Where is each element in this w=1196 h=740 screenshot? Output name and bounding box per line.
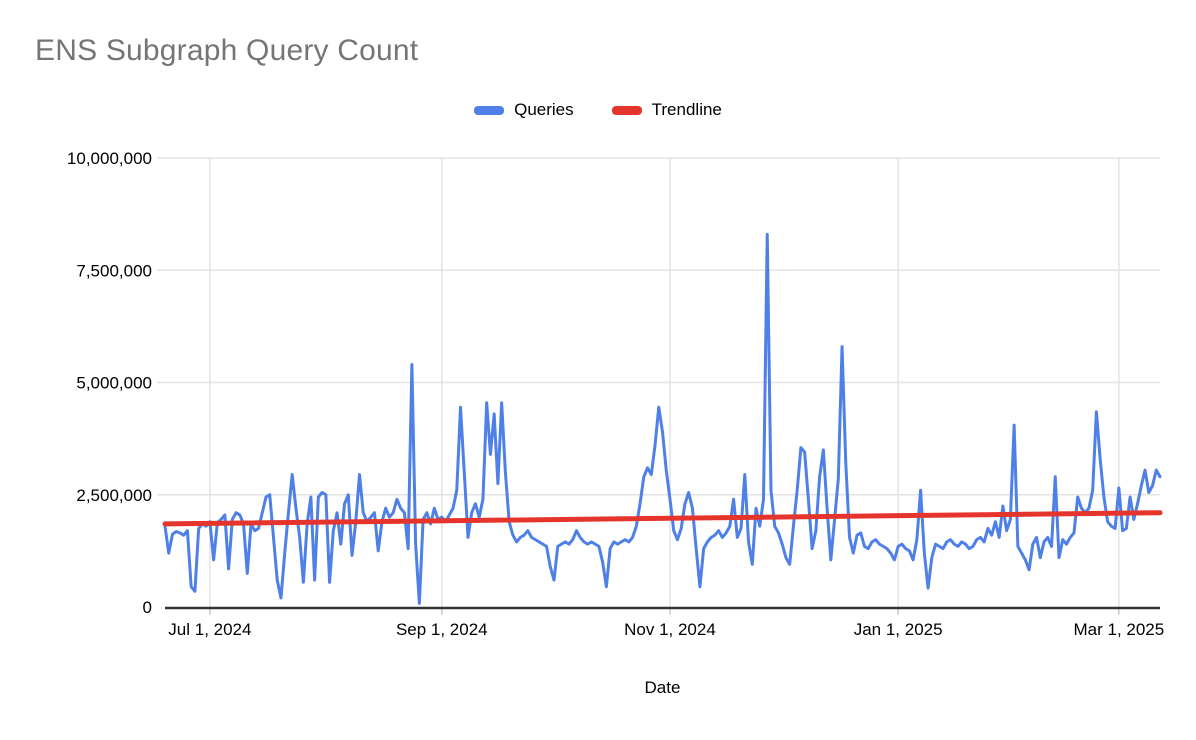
legend-item-trendline: Trendline: [611, 100, 722, 120]
x-tick-label: Sep 1, 2024: [396, 620, 488, 639]
chart-title: ENS Subgraph Query Count: [35, 34, 419, 67]
x-axis-title: Date: [644, 678, 681, 697]
queries-series-swatch: [474, 105, 505, 115]
x-tick-label: Jan 1, 2025: [854, 620, 943, 639]
queries-line: [163, 232, 1162, 605]
x-tick-label: Mar 1, 2025: [1073, 620, 1164, 639]
trendline-line: [162, 510, 1163, 527]
y-tick-label: 10,000,000: [67, 149, 152, 168]
queries-legend-label: Queries: [514, 100, 574, 119]
legend-item-queries: Queries: [474, 100, 574, 120]
trendline-legend-label: Trendline: [651, 100, 722, 119]
y-tick-label: 2,500,000: [76, 486, 152, 505]
y-tick-label: 5,000,000: [76, 374, 152, 393]
trendline-series-swatch: [611, 105, 642, 115]
x-tick-label: Jul 1, 2024: [168, 620, 251, 639]
y-tick-label: 7,500,000: [76, 261, 152, 280]
y-tick-label: 0: [143, 598, 152, 617]
x-tick-label: Nov 1, 2024: [624, 620, 716, 639]
legend: Queries Trendline: [0, 100, 1196, 120]
